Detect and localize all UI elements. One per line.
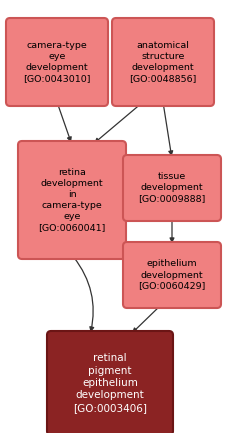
FancyBboxPatch shape (122, 242, 220, 308)
Text: retina
development
in
camera-type
eye
[GO:0060041]: retina development in camera-type eye [G… (38, 168, 105, 232)
Text: retinal
pigment
epithelium
development
[GO:0003406]: retinal pigment epithelium development [… (73, 353, 146, 413)
Text: anatomical
structure
development
[GO:0048856]: anatomical structure development [GO:004… (129, 41, 196, 83)
FancyBboxPatch shape (18, 141, 126, 259)
FancyBboxPatch shape (6, 18, 108, 106)
Text: camera-type
eye
development
[GO:0043010]: camera-type eye development [GO:0043010] (23, 41, 90, 83)
FancyBboxPatch shape (111, 18, 213, 106)
FancyBboxPatch shape (47, 331, 172, 433)
Text: epithelium
development
[GO:0060429]: epithelium development [GO:0060429] (138, 259, 205, 291)
Text: tissue
development
[GO:0009888]: tissue development [GO:0009888] (138, 172, 205, 204)
FancyBboxPatch shape (122, 155, 220, 221)
